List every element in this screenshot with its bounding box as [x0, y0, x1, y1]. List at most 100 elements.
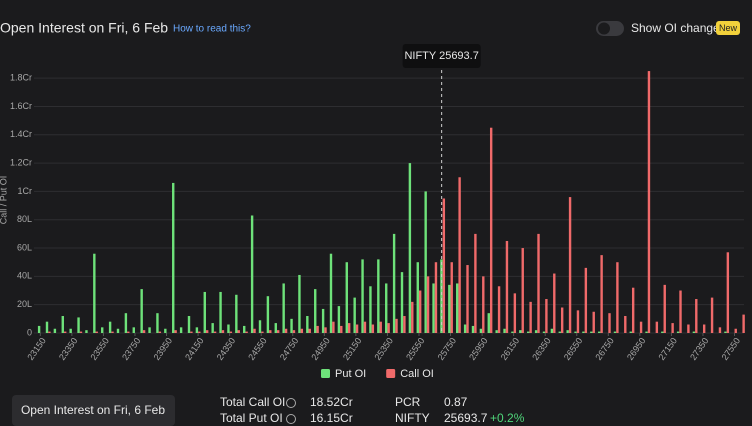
bar	[371, 324, 375, 333]
bar	[377, 259, 380, 333]
legend-swatch	[386, 369, 396, 378]
bar	[426, 276, 430, 333]
bar	[639, 321, 643, 333]
bar	[355, 324, 359, 333]
toggle[interactable]	[596, 21, 624, 36]
info-icon[interactable]	[286, 398, 296, 408]
bar	[542, 331, 546, 333]
bar	[45, 321, 49, 333]
bar	[671, 323, 674, 333]
bar	[582, 331, 585, 333]
bar	[432, 283, 435, 333]
bar	[253, 328, 256, 333]
bar	[655, 321, 659, 333]
bar	[408, 163, 412, 333]
bar	[345, 262, 348, 333]
bar	[77, 317, 80, 333]
bar	[227, 324, 230, 333]
bar	[347, 323, 351, 333]
bar	[340, 325, 343, 333]
bar	[179, 327, 183, 333]
bar	[195, 327, 199, 333]
bar	[624, 316, 627, 333]
bar	[79, 331, 83, 333]
button-bg[interactable]	[12, 395, 175, 426]
bar	[458, 177, 461, 333]
bar	[63, 331, 67, 333]
y-tick-label: 1.2Cr	[10, 157, 32, 167]
bar	[661, 331, 664, 333]
bar	[710, 297, 714, 333]
button-label[interactable]: Open Interest on Fri, 6 Feb	[21, 403, 165, 417]
bar	[592, 311, 595, 333]
bar	[314, 289, 317, 333]
bar	[718, 327, 722, 333]
bar	[487, 313, 490, 333]
bar	[387, 323, 390, 333]
bar	[53, 328, 57, 333]
page-title: Open Interest on Fri, 6 Feb	[0, 20, 168, 36]
bar	[132, 327, 135, 333]
bar	[101, 327, 104, 333]
bar	[450, 262, 453, 333]
bar	[332, 321, 335, 333]
total-call-value: 18.52Cr	[310, 395, 353, 409]
bar	[463, 324, 467, 333]
bar	[702, 324, 706, 333]
bar	[85, 330, 88, 333]
bar	[558, 331, 561, 333]
bar	[574, 331, 577, 333]
bar	[353, 297, 356, 333]
bar	[560, 307, 564, 333]
y-tick-label: 1Cr	[17, 186, 32, 196]
bar	[440, 259, 443, 333]
bar	[337, 306, 341, 333]
bar	[48, 331, 51, 333]
bar	[534, 330, 538, 333]
y-tick-label: 1.6Cr	[10, 101, 32, 111]
bar	[111, 331, 114, 333]
bar	[482, 276, 485, 333]
bar	[600, 255, 603, 333]
tooltip-bg	[402, 44, 481, 68]
bar	[631, 287, 635, 333]
bar	[527, 331, 530, 333]
bar	[203, 291, 206, 333]
bar	[324, 327, 327, 333]
bar	[237, 330, 240, 333]
bar	[576, 310, 580, 333]
bar	[213, 331, 217, 333]
bar	[205, 330, 209, 333]
bar	[308, 328, 311, 333]
y-axis-label: Call / Put OI	[0, 176, 8, 225]
bar	[434, 262, 438, 333]
bar	[663, 284, 666, 333]
bar	[306, 316, 309, 333]
bar	[361, 259, 364, 333]
toggle-knob	[598, 22, 610, 35]
bar	[584, 267, 588, 333]
bar	[274, 323, 277, 333]
bar	[235, 294, 238, 333]
bar	[229, 331, 233, 333]
help-link[interactable]: How to read this?	[173, 24, 251, 35]
bar	[282, 283, 285, 333]
bar	[695, 299, 698, 333]
bar	[269, 330, 272, 333]
bar	[142, 330, 146, 333]
info-icon[interactable]	[286, 414, 296, 424]
bar	[219, 291, 222, 333]
bar	[211, 323, 214, 333]
bar	[379, 321, 382, 333]
bar	[108, 321, 112, 333]
bar	[687, 324, 690, 333]
bar	[537, 233, 540, 333]
bar	[221, 330, 225, 333]
bar	[95, 331, 98, 333]
bar	[392, 233, 396, 333]
bar	[93, 253, 96, 333]
bar	[258, 320, 262, 333]
bar	[140, 289, 143, 333]
bar	[513, 293, 517, 333]
